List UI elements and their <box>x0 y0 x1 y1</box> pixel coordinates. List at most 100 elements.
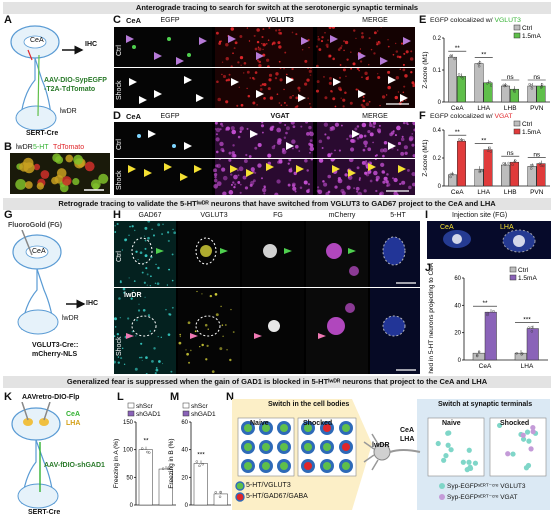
bar <box>472 352 485 361</box>
panel-c-row-ctrl <box>114 27 415 67</box>
panel-h-row-ctrl <box>114 221 420 287</box>
bar <box>474 63 484 103</box>
y-tick-label: 40 <box>454 303 461 309</box>
legend-label: Ctrl <box>522 121 533 128</box>
data-point <box>528 83 531 86</box>
panel-f-title: EGFP colocalized w/ VGAT <box>430 113 513 120</box>
panel-h-rowlabel-ctrl: Ctrl <box>116 251 123 262</box>
panel-n-diagram <box>232 399 550 510</box>
bar <box>193 463 208 506</box>
panel-c-ctrl-image <box>114 27 415 67</box>
data-point <box>148 451 151 454</box>
legend-label: 1.5mA <box>518 275 537 282</box>
panel-h-col-5ht: 5-HT <box>390 212 406 219</box>
panel-b-letter: B <box>4 141 12 153</box>
panel-b-label-5ht: 5-HT <box>33 144 49 151</box>
bar <box>527 85 537 103</box>
bar <box>448 174 457 187</box>
panel-e-title: EGFP colocalized w/ VGLUT3 <box>430 17 521 24</box>
data-point <box>489 84 493 87</box>
data-point <box>503 84 506 88</box>
data-point <box>478 170 481 174</box>
data-point <box>167 466 171 469</box>
data-point <box>488 81 492 84</box>
panel-c-col-vglut3: VGLUT3 <box>266 17 294 24</box>
data-point <box>530 330 534 333</box>
y-tick-label: 40 <box>181 448 188 454</box>
panel-d-col-vgat: VGAT <box>270 113 290 120</box>
data-point <box>478 61 482 64</box>
panel-j-chart: 0 20 40 60 % Switched in 5-HT neurons projec… <box>428 262 548 374</box>
legend-swatch <box>127 410 135 417</box>
panel-b-label-td: TdTomato <box>53 144 85 151</box>
legend-swatch <box>182 410 190 417</box>
panel-c-row-shock <box>114 68 415 108</box>
data-point <box>530 84 533 87</box>
panel-g-diagram <box>12 230 86 335</box>
significance-label: ns <box>533 152 541 159</box>
y-tick-label: 0 <box>438 184 442 190</box>
panel-n-left-naive: Naive <box>250 420 269 427</box>
significance-label: ns <box>533 74 541 81</box>
panel-k-lha: LHA <box>66 420 81 427</box>
x-tick-label: LHB <box>504 105 517 112</box>
y-tick-label: 60 <box>454 276 461 282</box>
panel-a-virus: AAV-DIO-SypEGFP -T2A-TdTomato <box>44 77 107 93</box>
panel-n-left-title: Switch in the cell bodies <box>268 401 350 408</box>
legend-swatch <box>509 274 517 281</box>
y-tick-label: 0.1 <box>433 68 442 74</box>
data-point <box>477 65 481 68</box>
significance-label: ** <box>481 138 487 145</box>
panel-f-chart: 0 0.2 0.4 Z-score (M1) CeA ** LHA ** LHB ns PVN ns C… <box>422 120 550 196</box>
bar <box>457 140 466 187</box>
panel-h-col-mcherry: mCherry <box>328 212 356 219</box>
panel-n-right-naive: Naive <box>442 420 461 427</box>
x-tick-label: LHA <box>477 105 490 112</box>
panel-d-shock-image <box>114 159 415 195</box>
data-point <box>449 175 452 179</box>
panel-l-letter: L <box>117 391 124 403</box>
y-tick-label: 100 <box>123 448 134 454</box>
legend-swatch <box>127 402 135 409</box>
legend-label: Ctrl <box>522 25 533 32</box>
y-axis-label: Freezing in A (%) <box>113 439 120 489</box>
y-tick-label: 0 <box>458 358 462 364</box>
panel-d-row-shock <box>114 159 415 195</box>
data-point <box>141 447 144 450</box>
data-point <box>488 146 492 149</box>
panel-n-letter: N <box>226 391 234 403</box>
data-point <box>539 86 543 89</box>
data-point <box>530 167 533 170</box>
data-point <box>167 467 170 471</box>
panel-k-mouse: SERT-Cre <box>28 509 61 516</box>
data-point <box>214 491 217 494</box>
legend-label: 1.5mA <box>522 129 541 136</box>
legend-swatch <box>182 402 190 409</box>
panel-a-diagram <box>10 25 84 131</box>
panel-h-col-vglut3: VGLUT3 <box>200 212 228 219</box>
data-point <box>218 495 222 498</box>
legend-label: Ctrl <box>518 267 529 274</box>
y-tick-label: 0.2 <box>433 156 442 162</box>
data-point <box>541 164 545 168</box>
data-point <box>530 87 534 90</box>
data-point <box>449 54 452 58</box>
panel-k-letter: K <box>4 391 12 403</box>
significance-label: *** <box>197 452 205 459</box>
y-tick-label: 20 <box>454 331 461 337</box>
bar <box>457 76 466 103</box>
y-axis-label: Z-score (M1) <box>422 139 429 176</box>
data-point <box>486 149 490 152</box>
legend-swatch <box>509 266 517 273</box>
x-tick-label: CeA <box>479 363 492 370</box>
data-point <box>492 309 495 313</box>
data-point <box>462 139 465 142</box>
panel-c-rowlabel-shock: Shock <box>116 80 123 100</box>
significance-label: ** <box>455 45 461 52</box>
data-point <box>507 161 510 165</box>
data-point <box>198 464 201 468</box>
data-point <box>530 326 533 329</box>
panel-k-cea: CeA <box>66 411 81 418</box>
panel-d-letter: D <box>113 110 121 122</box>
panel-g-fg: FluoroGold (FG) <box>8 222 63 229</box>
